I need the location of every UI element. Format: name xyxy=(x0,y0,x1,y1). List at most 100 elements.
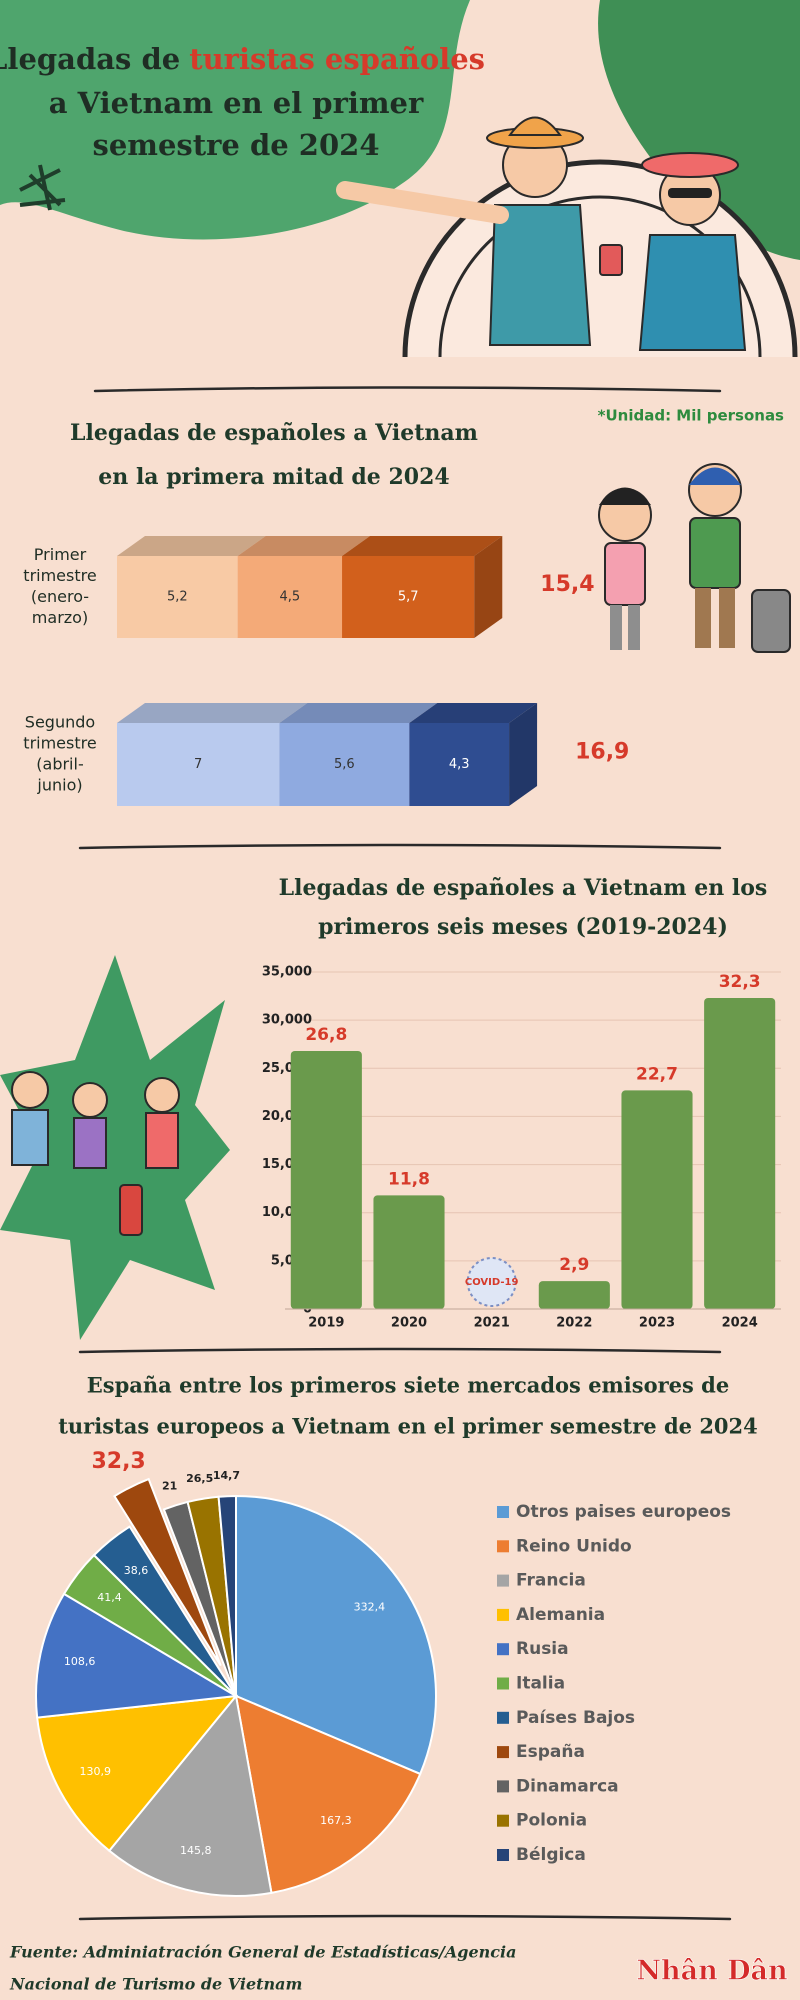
source: Fuente: Adminiatración General de Estadí… xyxy=(9,1943,516,1962)
leg xyxy=(719,588,735,648)
legend-swatch xyxy=(497,1540,509,1553)
legend-label: España xyxy=(516,1742,585,1762)
chart-title: turistas europeos a Vietnam en el primer… xyxy=(58,1414,758,1439)
travellers-illustration xyxy=(0,955,230,1340)
value-label: 2,9 xyxy=(559,1255,589,1275)
category-label: trimestre xyxy=(23,734,96,753)
pie-slice xyxy=(234,1694,422,1894)
hat-top xyxy=(508,116,562,136)
annotation: COVID-19 xyxy=(465,1277,519,1288)
pie-slice xyxy=(92,1525,237,1697)
value-label: 38,6 xyxy=(124,1564,149,1577)
category-label: (enero- xyxy=(31,587,89,606)
value-label: 130,9 xyxy=(80,1765,112,1778)
divider xyxy=(93,386,722,393)
chart-title: en la primera mitad de 2024 xyxy=(98,464,449,490)
legend-swatch xyxy=(497,1711,509,1724)
bar xyxy=(621,1090,693,1309)
leaf xyxy=(19,164,66,211)
legend-label: Italia xyxy=(516,1674,565,1694)
category-label: (abril- xyxy=(36,755,83,774)
bar-segment xyxy=(117,723,280,806)
hat xyxy=(641,152,739,178)
x-tick-label: 2019 xyxy=(308,1316,344,1331)
kids-illustration xyxy=(598,463,791,653)
legend-label: Bélgica xyxy=(516,1845,586,1865)
head xyxy=(72,1082,108,1118)
body xyxy=(73,1117,107,1169)
category-label: junio) xyxy=(36,776,82,795)
leg xyxy=(610,605,622,650)
title: Llegadas de turistas españoles xyxy=(0,42,485,76)
bar-segment xyxy=(342,556,475,638)
passport xyxy=(599,244,623,276)
bar-segment xyxy=(117,556,238,638)
value-label: 5,7 xyxy=(398,590,419,605)
head xyxy=(144,1077,180,1113)
value-label: 26,8 xyxy=(305,1025,347,1045)
bar xyxy=(290,1050,362,1309)
legend-label: Alemania xyxy=(516,1605,605,1625)
legend-label: Países Bajos xyxy=(516,1708,635,1728)
bar-side xyxy=(509,703,538,806)
value-label: 167,3 xyxy=(320,1814,352,1827)
category-label: trimestre xyxy=(23,566,96,585)
value-label: 5,2 xyxy=(167,590,188,605)
divider xyxy=(78,843,722,850)
legend-label: Francia xyxy=(516,1571,586,1591)
category-label: Segundo xyxy=(25,713,95,732)
total-label: 16,9 xyxy=(575,740,629,765)
value-label: 22,7 xyxy=(636,1064,678,1084)
legend-swatch xyxy=(497,1643,509,1656)
bar xyxy=(373,1195,445,1309)
chart-title: Llegadas de españoles a Vietnam xyxy=(70,420,478,446)
legend-swatch xyxy=(497,1849,509,1861)
shirt xyxy=(488,204,592,346)
x-tick-label: 2021 xyxy=(474,1316,510,1331)
arm xyxy=(336,181,509,224)
legend-swatch xyxy=(497,1780,509,1793)
source: Nacional de Turismo de Vietnam xyxy=(9,1975,302,1994)
bar-segment xyxy=(237,556,343,638)
bar-top xyxy=(409,703,538,723)
value-label: 32,3 xyxy=(719,972,761,992)
x-tick-label: 2024 xyxy=(722,1316,758,1331)
pie-slice xyxy=(113,1477,222,1667)
arch-inner xyxy=(438,195,762,358)
legend-label: Reino Unido xyxy=(516,1536,632,1556)
shirt xyxy=(638,234,747,351)
green-blob xyxy=(0,0,470,240)
value-label: 7 xyxy=(194,757,202,772)
unit-note: *Unidad: Mil personas xyxy=(598,407,784,425)
legend-label: Otros paises europeos xyxy=(516,1502,731,1522)
bar-top xyxy=(279,703,438,723)
value-label: 26,5 xyxy=(186,1472,213,1485)
legend-swatch xyxy=(497,1814,509,1827)
value-label: 108,6 xyxy=(64,1655,96,1668)
value-label: 145,8 xyxy=(180,1844,212,1857)
suitcase xyxy=(119,1184,143,1236)
x-tick-label: 2020 xyxy=(391,1316,427,1331)
title: a Vietnam en el primer xyxy=(49,86,424,120)
chart-title: Llegadas de españoles a Vietnam en los xyxy=(279,875,768,901)
title: semestre de 2024 xyxy=(93,128,380,162)
value-label: 11,8 xyxy=(388,1169,430,1189)
value-label: 4,5 xyxy=(279,590,300,605)
green-star xyxy=(0,955,230,1340)
bar-top xyxy=(117,536,266,556)
x-tick-label: 2022 xyxy=(556,1316,592,1331)
title-part: Llegadas de xyxy=(0,42,180,76)
pie-slice xyxy=(107,1693,273,1897)
value-label: 32,3 xyxy=(91,1449,145,1474)
hair xyxy=(599,487,651,505)
cap xyxy=(689,467,741,485)
legend-swatch xyxy=(497,1506,509,1518)
bar xyxy=(704,997,776,1309)
pie-slice xyxy=(235,1494,437,1776)
header-decoration xyxy=(0,0,800,358)
x-tick-label: 2023 xyxy=(639,1316,675,1331)
legend-label: Dinamarca xyxy=(516,1776,619,1796)
bar-top xyxy=(342,536,503,556)
legend-swatch xyxy=(497,1677,509,1690)
